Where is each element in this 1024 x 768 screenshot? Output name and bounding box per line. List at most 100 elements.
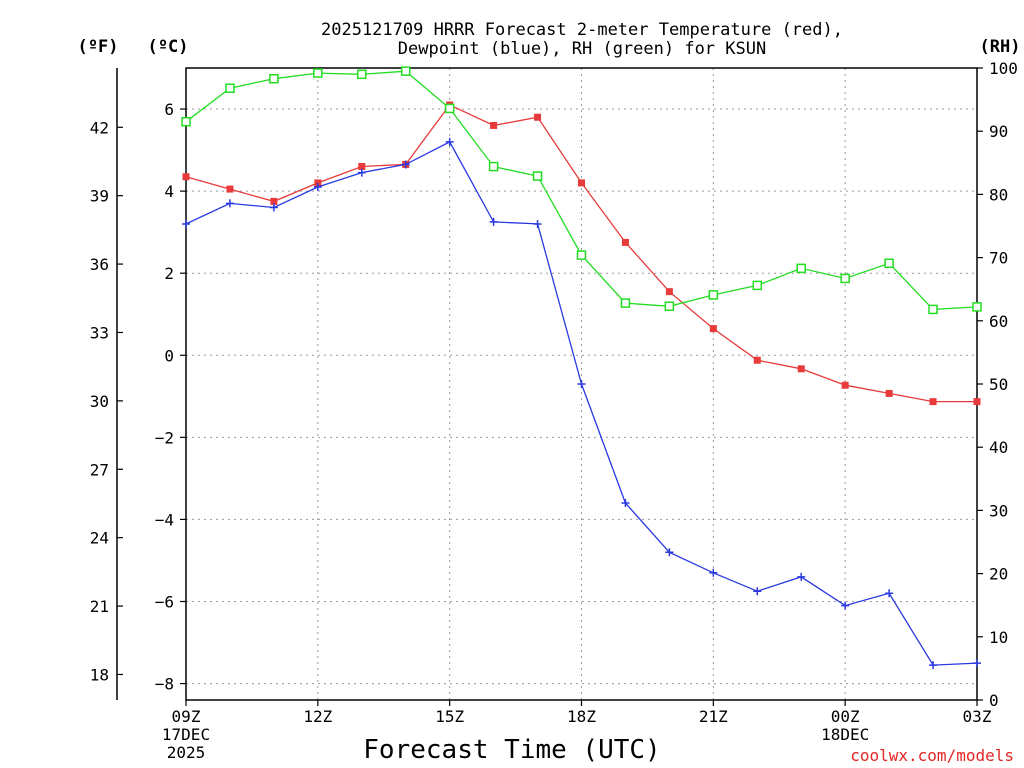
rh-tick-label: 40 (989, 438, 1008, 457)
f-tick-label: 42 (90, 118, 109, 137)
c-tick-label: −6 (155, 593, 174, 612)
rh-point (357, 69, 367, 80)
x-tick-label: 09Z (172, 707, 201, 726)
temperature-point (490, 121, 498, 129)
rh-point (400, 66, 411, 76)
rh-tick-label: 60 (989, 312, 1008, 331)
rh-tick-label: 30 (989, 501, 1008, 520)
dewpoint-point (885, 589, 894, 598)
temperature-series (182, 101, 981, 406)
rh-tick-label: 10 (989, 628, 1008, 647)
x-axis-label: Forecast Time (UTC) (363, 735, 660, 765)
dewpoint-point (533, 219, 542, 228)
temperature-point (226, 185, 234, 193)
rh-point (225, 83, 235, 93)
temperature-point (753, 356, 761, 364)
credit-label: coolwx.com/models (850, 746, 1014, 765)
dewpoint-point (225, 199, 234, 208)
rh-point (796, 263, 806, 274)
dewpoint-point (621, 499, 630, 508)
temperature-point (358, 162, 366, 170)
dewpoint-point (797, 572, 806, 581)
c-tick-label: −2 (155, 428, 174, 447)
f-tick-label: 39 (90, 187, 109, 206)
rh-tick-label: 20 (989, 565, 1008, 584)
celsius-unit-label: (ºC) (148, 37, 189, 57)
rh-unit-label: (RH) (980, 37, 1021, 57)
c-tick-label: 2 (164, 264, 174, 283)
f-tick-label: 24 (90, 529, 109, 548)
temperature-point (182, 173, 190, 181)
dewpoint-point (929, 661, 938, 670)
rh-point (488, 161, 499, 172)
dewpoint-point (357, 168, 366, 177)
chart-title-line1: 2025121709 HRRR Forecast 2-meter Tempera… (321, 20, 843, 40)
temperature-point (885, 389, 893, 397)
x-tick-label: 21Z (699, 707, 728, 726)
rh-tick-label: 50 (989, 375, 1008, 394)
c-tick-label: −4 (155, 510, 174, 529)
c-tick-label: 0 (164, 346, 174, 365)
c-tick-label: 4 (164, 182, 174, 201)
x-tick-label: 18Z (567, 707, 596, 726)
data-series (181, 66, 982, 670)
rh-point (444, 103, 455, 114)
rh-point (884, 258, 894, 269)
temperature-point (270, 197, 278, 205)
rh-point (708, 290, 719, 300)
rh-series (181, 66, 982, 315)
rh-point (313, 68, 323, 78)
rh-point (269, 73, 279, 84)
dewpoint-point (269, 203, 278, 212)
dewpoint-point (577, 380, 586, 388)
rh-tick-label: 70 (989, 249, 1008, 268)
rh-tick-label: 80 (989, 185, 1008, 204)
axes (116, 67, 983, 706)
x-tick-label: 15Z (435, 707, 464, 726)
rh-point (620, 298, 631, 308)
dewpoint-point (753, 587, 762, 596)
dewpoint-series (182, 137, 981, 670)
f-tick-label: 33 (90, 323, 109, 342)
temperature-point (709, 325, 717, 333)
f-tick-label: 18 (90, 665, 109, 684)
dewpoint-point (489, 217, 498, 226)
dewpoint-point (313, 183, 322, 192)
dewpoint-point (665, 548, 674, 557)
dewpoint-point (973, 659, 981, 668)
rh-point (972, 302, 982, 312)
c-tick-label: 6 (164, 100, 174, 119)
rh-point (928, 304, 938, 315)
rh-point (664, 301, 675, 312)
fahrenheit-unit-label: (ºF) (78, 37, 119, 57)
dewpoint-point (841, 601, 850, 610)
rh-tick-label: 90 (989, 122, 1008, 141)
f-tick-label: 36 (90, 255, 109, 274)
dewpoint-point (709, 568, 718, 577)
temperature-point (797, 365, 805, 373)
rh-point (840, 273, 850, 284)
rh-point (532, 171, 543, 181)
temperature-point (534, 113, 542, 121)
x-tick-date: 18DEC (821, 725, 869, 744)
rh-point (752, 280, 763, 291)
x-tick-label: 00Z (831, 707, 860, 726)
rh-point (576, 250, 587, 260)
f-tick-label: 21 (90, 597, 109, 616)
dewpoint-line (185, 141, 978, 666)
f-tick-label: 27 (90, 460, 109, 479)
temperature-point (621, 238, 629, 246)
temperature-point (973, 398, 981, 406)
dewpoint-point (401, 160, 410, 169)
dewpoint-point (445, 137, 454, 146)
c-tick-label: −8 (155, 675, 174, 694)
x-tick-label: 12Z (303, 707, 332, 726)
temperature-point (578, 179, 585, 187)
f-tick-label: 30 (90, 392, 109, 411)
rh-tick-label: 100 (989, 59, 1018, 78)
x-tick-date: 17DEC (162, 725, 210, 744)
rh-point (181, 116, 191, 127)
dewpoint-point (182, 219, 190, 228)
